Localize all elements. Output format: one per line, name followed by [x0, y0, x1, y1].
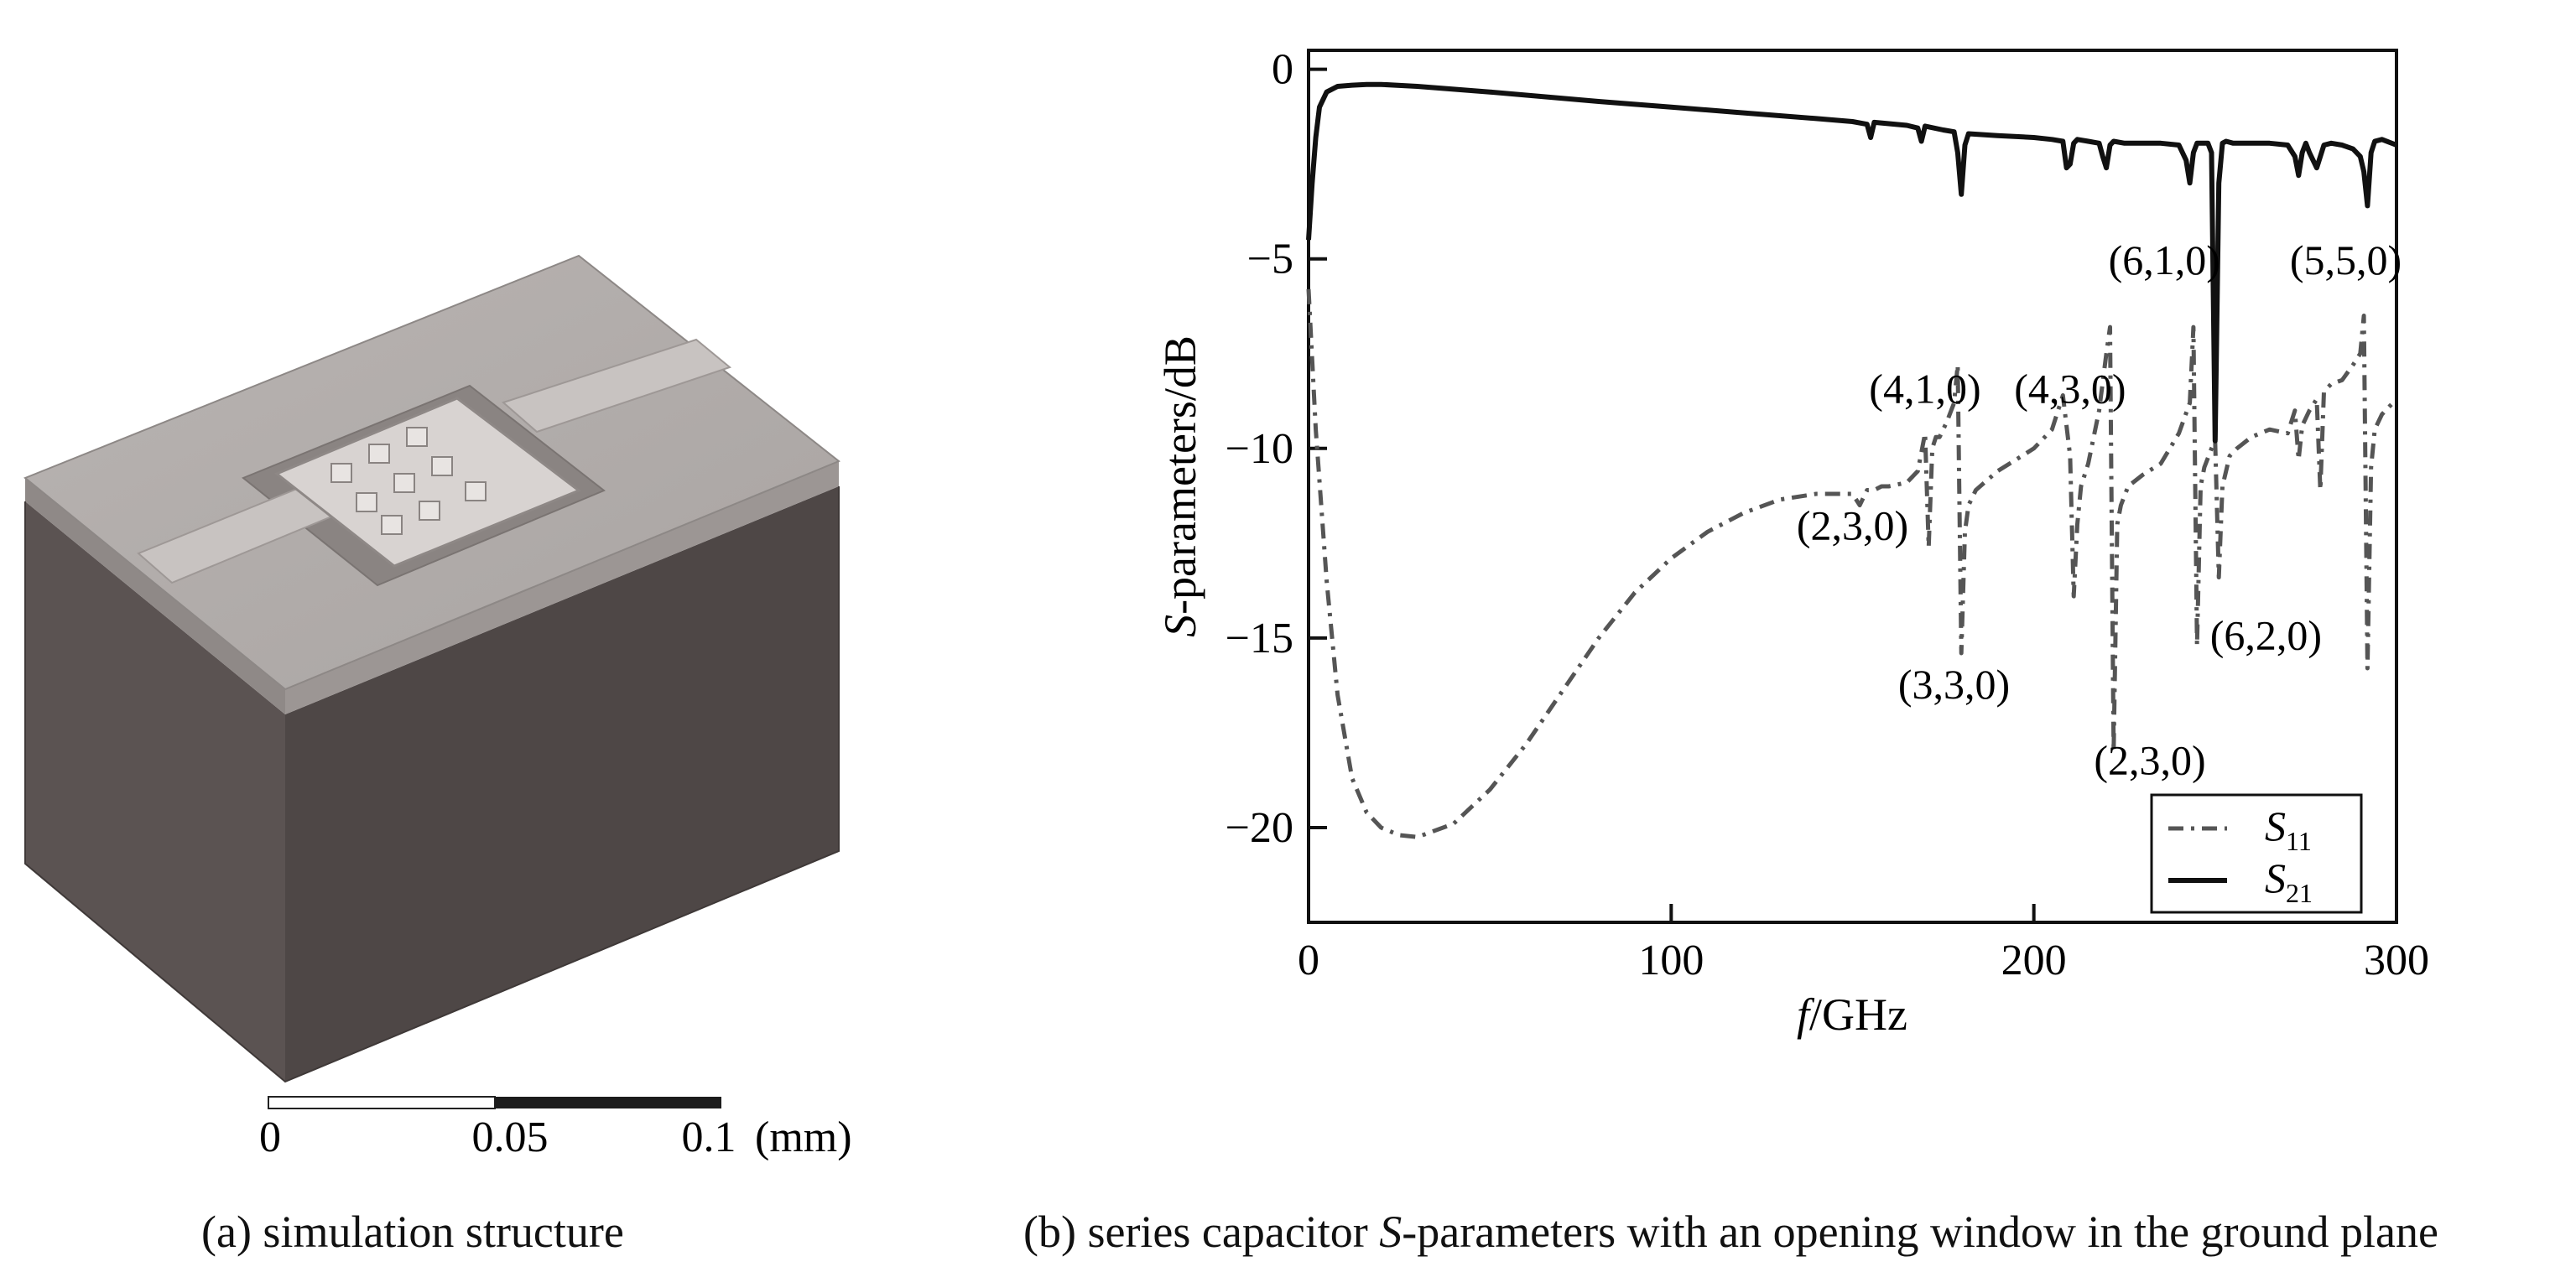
mode-label: (6,1,0)	[2109, 236, 2220, 283]
series-layer	[1306, 81, 2398, 839]
scale-tick-01: 0.1	[682, 1114, 736, 1161]
y-tick-label: 0	[1272, 46, 1293, 94]
lid-right-side	[285, 461, 839, 714]
block-right-face	[285, 486, 839, 1082]
legend-s11-label: S11	[2265, 802, 2312, 856]
y-tick-label: −10	[1226, 425, 1293, 473]
x-axis-label: f/GHz	[1797, 989, 1907, 1040]
scale-bar-black	[495, 1097, 721, 1108]
x-axis: 0 100 200 300	[1298, 904, 2429, 984]
via	[356, 492, 377, 512]
y-tick-label: −5	[1247, 236, 1293, 283]
scale-bar: 0 0.05 0.1 (mm)	[259, 1096, 852, 1161]
s-parameter-chart: 0 100 200 300 0 −5 −10 −15 −20 (4,1,0) (4,3,0) (2…	[1155, 46, 2429, 1040]
scale-tick-005: 0.05	[472, 1114, 549, 1161]
lid-left-side	[25, 478, 285, 714]
plot-frame	[1307, 49, 2398, 924]
mode-label: (5,5,0)	[2290, 236, 2402, 283]
legend-s21-label: S21	[2265, 854, 2313, 908]
x-tick-label: 300	[2364, 937, 2429, 984]
scale-bar-white	[268, 1096, 496, 1109]
via	[406, 427, 428, 447]
y-axis: 0 −5 −10 −15 −20	[1226, 46, 1327, 852]
caption-panel-a: (a) simulation structure	[201, 1207, 624, 1257]
mode-label: (6,2,0)	[2210, 611, 2322, 658]
via	[431, 456, 453, 476]
via	[393, 473, 415, 493]
block-left-face	[25, 501, 285, 1082]
caption-b-post: -parameters with an opening window in th…	[1402, 1207, 2438, 1257]
block-edges	[24, 486, 840, 1083]
via	[368, 444, 390, 464]
mode-label: (4,1,0)	[1869, 366, 1980, 413]
scale-unit: (mm)	[755, 1114, 852, 1161]
mode-label: (2,3,0)	[2094, 737, 2205, 784]
via	[465, 481, 487, 501]
x-tick-label: 0	[1298, 937, 1319, 984]
mode-label: (3,3,0)	[1898, 661, 2010, 708]
via	[419, 501, 440, 521]
x-tick-label: 200	[2001, 937, 2067, 984]
x-tick-label: 100	[1638, 937, 1704, 984]
via	[381, 515, 403, 535]
series-line-s21	[1306, 81, 2398, 444]
series-line-s11	[1306, 288, 2398, 839]
capacitor-plate	[274, 397, 582, 568]
y-axis-label: S-parameters/dB	[1155, 335, 1205, 637]
mode-label: (2,3,0)	[1797, 501, 1908, 548]
y-tick-label: −15	[1226, 615, 1293, 662]
mode-annotations: (4,1,0) (4,3,0) (2,3,0) (3,3,0) (2,3,0) (6,1,…	[1797, 236, 2402, 784]
caption-panel-b: (b) series capacitor S-parameters with a…	[1023, 1206, 2438, 1258]
legend: S11 S21	[2150, 793, 2363, 914]
microstrip-line-right	[502, 338, 732, 434]
caption-b-s: S	[1379, 1207, 1402, 1257]
via	[330, 463, 352, 483]
y-tick-label: −20	[1226, 804, 1293, 852]
caption-b-pre: (b) series capacitor	[1023, 1207, 1380, 1257]
simulation-structure-3d	[23, 254, 840, 1083]
mode-label: (4,3,0)	[2014, 366, 2126, 413]
via-array	[330, 427, 487, 535]
legend-box	[2150, 793, 2363, 914]
scale-tick-0: 0	[259, 1114, 281, 1161]
